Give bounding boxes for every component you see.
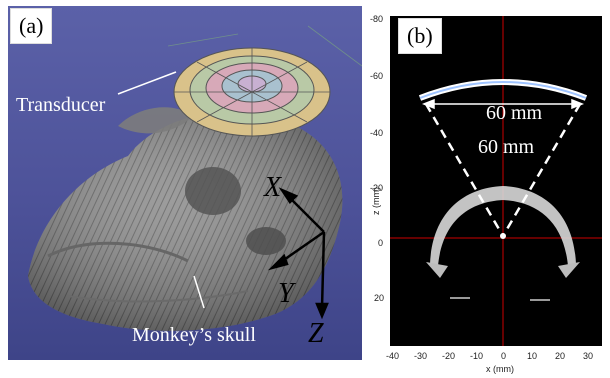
panel-a-3d-view: (a) Transducer Monkey’s skull X Y Z: [8, 6, 362, 360]
y-tick: -80: [370, 14, 384, 24]
skull-label: Monkey’s skull: [132, 324, 256, 346]
focal-lines: [424, 103, 582, 237]
panel-a-label: (a): [10, 8, 53, 44]
focal-point: [500, 233, 506, 239]
x-tick: 0: [501, 351, 507, 361]
x-tick: 10: [527, 351, 538, 361]
x-tick: -30: [414, 351, 428, 361]
width-arrow: [421, 98, 585, 110]
monkey-skull: [28, 107, 343, 331]
coordinate-axes: [267, 187, 329, 320]
x-tick: -40: [386, 351, 400, 361]
skull-pointer: [193, 275, 205, 309]
transducer-pointer: [117, 71, 177, 95]
width-measurement: 60 mm: [486, 102, 543, 124]
axis-y-label: Y: [278, 278, 294, 309]
ct-image: 60 mm 60 mm: [390, 16, 602, 346]
y-tick: 0: [378, 238, 384, 248]
ct-overlay: [390, 16, 602, 346]
x-tick: -10: [470, 351, 484, 361]
y-tick: -20: [370, 183, 384, 193]
y-axis-label: z (mm): [371, 187, 381, 215]
axis-x-label: X: [264, 172, 282, 203]
panel-b-ct-slice: 60 mm 60 mm (b) -80 -60 -40 -20 0 20 z (…: [364, 6, 608, 376]
x-axis-label: x (mm): [486, 364, 514, 374]
x-tick: 30: [583, 351, 594, 361]
skull-cross-section: [430, 186, 576, 266]
x-tick: 20: [555, 351, 566, 361]
transducer-label: Transducer: [16, 94, 106, 116]
y-tick: -60: [370, 71, 384, 81]
axis-z-label: Z: [308, 318, 324, 349]
radius-measurement: 60 mm: [478, 136, 535, 158]
skull-rendering: [28, 25, 362, 331]
x-tick: -20: [442, 351, 456, 361]
panel-b-label: (b): [398, 18, 442, 54]
transducer-array: [173, 47, 331, 137]
y-tick: 20: [374, 293, 385, 303]
y-tick: -40: [370, 128, 384, 138]
